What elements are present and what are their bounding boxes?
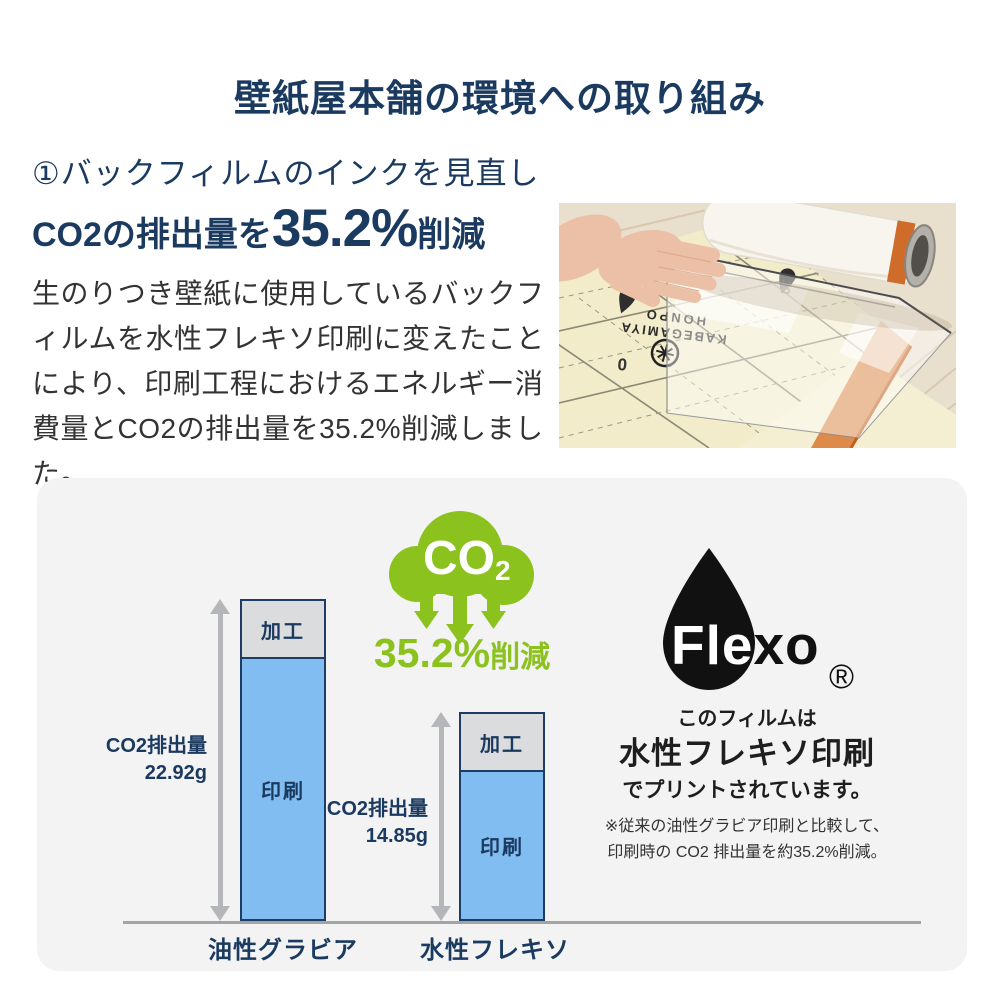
bar-flexo: 加工 印刷: [459, 712, 545, 921]
reduction-suffix: 削減: [490, 641, 551, 674]
emission-arrow-gravure: [210, 599, 230, 921]
segment-label: 印刷: [261, 780, 305, 803]
scale-number-zero: 0: [617, 354, 628, 374]
co2-cloud-icon: CO2: [389, 511, 534, 644]
roll-orange-band: [886, 220, 916, 285]
registered-trademark-icon: ®: [829, 658, 854, 696]
reduction-value: 35.2%: [373, 630, 491, 676]
film-desc-line1: このフィルムは: [677, 708, 817, 730]
chart-panel: 加工 印刷 CO2排出量 22.92g 加工 印刷: [37, 478, 967, 971]
bar-segment-printing: 印刷: [459, 772, 545, 921]
segment-label: 加工: [261, 620, 305, 643]
arrow-up-icon: [210, 599, 230, 614]
subheading-prefix: CO2の排出量を: [32, 216, 272, 254]
emission-total-label: CO2排出量: [326, 798, 428, 820]
flexo-logo: Flexo Flexo ®: [663, 548, 854, 696]
page-title: 壁紙屋本舗の環境への取り組み: [234, 78, 766, 119]
bar-gravure: 加工 印刷: [240, 599, 326, 921]
section-body-text: 生のりつき壁紙に使用しているバックフィルムを水性フレキソ印刷に変えたことにより、…: [32, 278, 545, 489]
bar-segment-printing: 印刷: [240, 659, 326, 921]
transparent-film: [666, 250, 952, 439]
flexo-droplet-icon: [663, 548, 755, 690]
wallpaper-roll: [702, 203, 936, 288]
film-desc-line2: 水性フレキソ印刷: [619, 736, 875, 771]
film-desc-line3: でプリントされています。: [622, 779, 872, 802]
emission-total-value: 14.85g: [365, 825, 428, 847]
emission-total-gravure: CO2排出量 22.92g: [45, 733, 207, 787]
subheading-suffix: 削減: [417, 216, 486, 254]
product-photo-illustration: KABEGAMIYA HONPO 0 10: [559, 203, 956, 448]
footnote-line1: ※従来の油性グラビア印刷と比較して、: [604, 818, 890, 835]
footnote-line2: 印刷時の CO2 排出量を約35.2%削減。: [607, 844, 887, 861]
subheading-value: 35.2%: [271, 199, 418, 258]
segment-label: 加工: [480, 733, 524, 756]
arrow-down-icon: [210, 906, 230, 921]
emission-arrow-flexo: [431, 712, 451, 921]
arrow-down-icon: [431, 906, 451, 921]
x-axis-label-gravure: 油性グラビア: [208, 937, 358, 964]
emission-total-label: CO2排出量: [105, 735, 207, 757]
x-axis-line: [123, 921, 921, 924]
segment-label: 印刷: [480, 837, 524, 859]
co2-badge-text: CO2: [423, 532, 511, 586]
bar-segment-processing: 加工: [459, 712, 545, 772]
co2-down-arrows: [414, 596, 506, 644]
section-heading: ①バックフィルムのインクを見直し: [32, 156, 540, 191]
arrow-stem: [438, 727, 444, 906]
product-photo: KABEGAMIYA HONPO 0 10: [559, 203, 956, 448]
section-subheading: CO2の排出量を35.2%削減: [32, 198, 485, 259]
emission-total-value: 22.92g: [144, 762, 207, 784]
x-axis-label-flexo: 水性フレキソ: [420, 937, 570, 964]
roll-shadow: [686, 275, 952, 331]
sheet-edge-line: [849, 345, 913, 448]
arrow-stem: [217, 614, 223, 906]
flexo-wordmark-white: Flexo: [671, 614, 820, 676]
flexo-wordmark-black: Flexo: [671, 614, 820, 676]
bar-segment-processing: 加工: [240, 599, 326, 659]
hand: [559, 214, 726, 307]
emission-total-flexo: CO2排出量 14.85g: [266, 796, 428, 850]
reduction-label: 35.2%削減: [337, 630, 587, 677]
arrow-up-icon: [431, 712, 451, 727]
